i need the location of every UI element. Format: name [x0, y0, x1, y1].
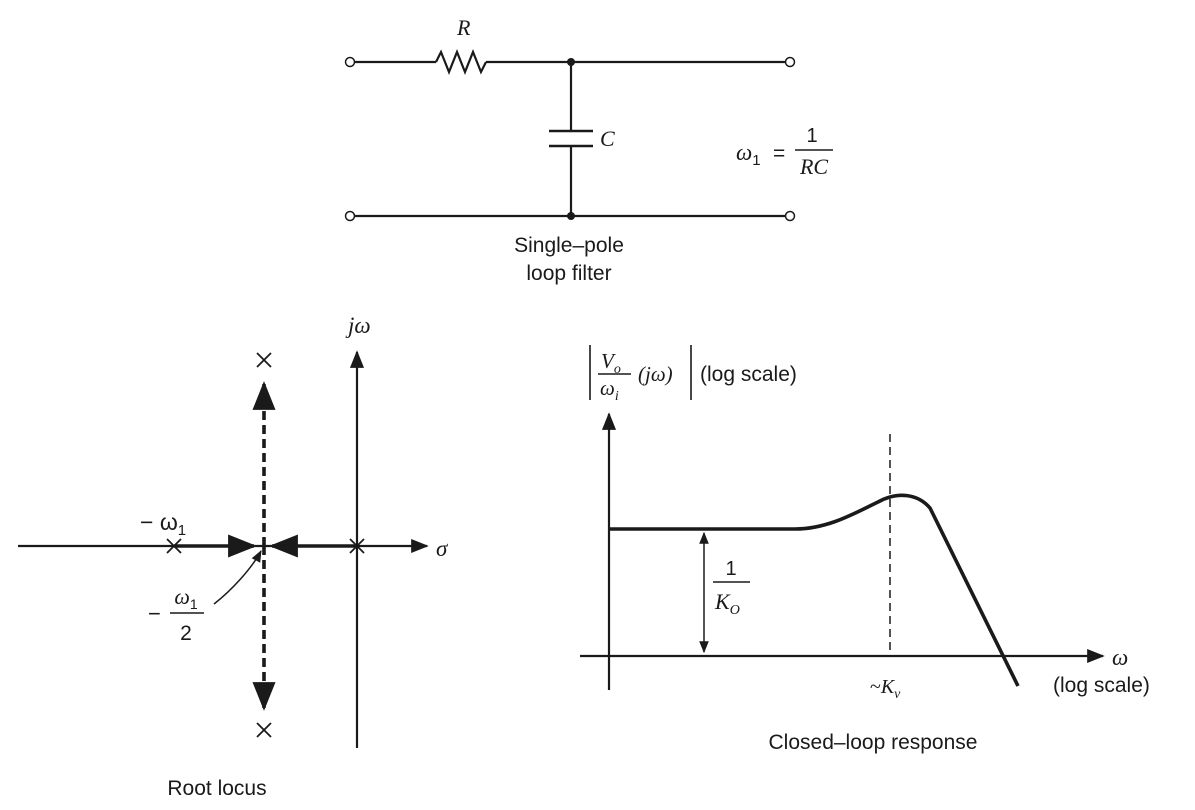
output-terminal-bottom: [784, 210, 796, 222]
pole-marker-origin: [349, 538, 365, 554]
imaginary-axis-label: jω: [345, 313, 371, 338]
root-locus-caption: Root locus: [167, 777, 266, 800]
pole-marker-bottom: [256, 722, 272, 738]
corner-frequency-equation: ω1 = 1 RC: [736, 125, 833, 179]
input-terminal-top: [344, 56, 356, 68]
peak-frequency-tick-label: ~Kv: [870, 676, 901, 702]
ratio-numerator: Vo: [601, 349, 621, 377]
output-terminal-top: [784, 56, 796, 68]
omega1-symbol: ω1: [736, 140, 761, 169]
real-axis-label: σ: [436, 536, 449, 561]
rc-loop-filter-circuit: R C ω1 = 1 RC Single–pole loop filter: [344, 15, 833, 285]
root-locus-plot: jω σ − ω1 − ω1 2: [18, 313, 449, 800]
response-caption: Closed–loop response: [769, 731, 978, 754]
breakaway-minus: −: [148, 601, 161, 626]
resistor-label: R: [456, 15, 471, 40]
pole-marker-top: [256, 352, 272, 368]
breakaway-pointer: [213, 549, 262, 605]
frequency-axis-symbol: ω: [1112, 645, 1128, 670]
capacitor-label: C: [600, 126, 615, 151]
ratio-argument: (jω): [638, 362, 673, 386]
circuit-caption-line1: Single–pole: [514, 234, 624, 257]
dc-gain-numerator: 1: [725, 558, 736, 580]
input-terminal-bottom: [344, 210, 356, 222]
response-curve: [609, 493, 1020, 687]
ratio-denominator: ωi: [600, 376, 619, 404]
frequency-scale-note: (log scale): [1053, 674, 1150, 697]
pole-label: − ω1: [140, 509, 186, 539]
closed-loop-response-plot: Vo ωi (jω) (log scale) ω (log scale) ~Kv…: [580, 345, 1150, 754]
magnitude-scale-note: (log scale): [700, 363, 797, 386]
circuit-caption-line2: loop filter: [526, 262, 611, 285]
breakaway-numerator: ω1: [174, 584, 198, 612]
resistor-symbol: [435, 49, 487, 75]
dc-gain-label: 1 KO: [713, 558, 750, 618]
pole-marker-left: [166, 538, 182, 554]
fraction-denominator: RC: [799, 154, 828, 179]
fraction-numerator: 1: [806, 125, 817, 147]
magnitude-axis-label: Vo ωi (jω) (log scale): [589, 345, 797, 404]
breakaway-denominator: 2: [180, 622, 192, 645]
dc-gain-denominator: KO: [714, 589, 740, 618]
breakaway-point-label: − ω1 2: [148, 549, 262, 645]
equals-sign: =: [773, 142, 785, 165]
